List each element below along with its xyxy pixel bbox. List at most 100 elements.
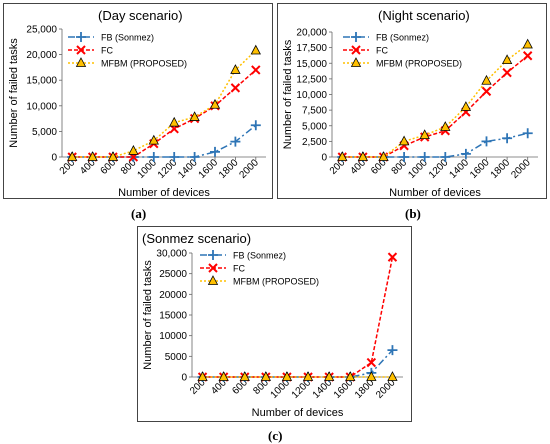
chart-title: (Sonmez scenario)	[142, 231, 251, 246]
subfigure-label-b: (b)	[405, 206, 421, 221]
legend-label: FB (Sonmez)	[376, 33, 429, 43]
chart-day-scenario: (Day scenario) 0 5,000 10,000 15,000 20,000 25…	[8, 8, 266, 199]
legend-label: FC	[101, 46, 113, 56]
x-axis-label: Number of devices	[389, 187, 481, 199]
data-point	[522, 38, 533, 49]
series-line	[72, 69, 257, 158]
data-point	[481, 136, 492, 147]
data-point	[128, 145, 139, 155]
data-point	[481, 74, 492, 85]
x-axis-label: Number of devices	[118, 187, 210, 199]
data-point	[250, 120, 261, 131]
series-line	[342, 55, 529, 158]
data-point	[502, 67, 512, 78]
data-point	[251, 65, 261, 75]
data-point	[218, 371, 229, 381]
series-0	[67, 120, 261, 162]
data-point	[460, 148, 471, 159]
data-point	[502, 133, 513, 144]
series-line	[72, 124, 257, 158]
data-point	[169, 116, 180, 127]
x-tick-label: 1200	[156, 157, 180, 181]
data-point	[250, 44, 261, 55]
y-tick-label: 10000	[159, 331, 187, 342]
data-point	[281, 371, 293, 381]
subfigure-label-c: (c)	[268, 428, 283, 443]
data-point	[169, 152, 180, 162]
series-0	[337, 128, 533, 162]
x-tick-label: 1200	[427, 157, 451, 181]
data-point	[419, 129, 430, 140]
series-line	[72, 49, 257, 158]
legend-marker	[208, 263, 218, 273]
data-point	[522, 51, 533, 61]
series-line	[202, 256, 394, 378]
chart-title: (Day scenario)	[98, 8, 183, 23]
data-point	[387, 252, 398, 262]
y-tick-label: 20,000	[296, 28, 327, 39]
legend-label: MFBM (PROPOSED)	[376, 59, 462, 69]
series-1	[197, 252, 398, 382]
series-2	[337, 38, 533, 161]
series-line	[342, 132, 528, 158]
legend-label: MFBM (PROPOSED)	[101, 59, 187, 69]
y-tick-label: 25000	[159, 269, 187, 280]
x-tick-label: 1000	[135, 157, 159, 181]
legend-label: FC	[376, 46, 388, 56]
x-axis-label: Number of devices	[252, 407, 344, 419]
data-point	[440, 152, 451, 162]
data-point	[398, 135, 410, 146]
x-tick-label: 1600	[468, 157, 492, 181]
y-tick-label: 10,000	[26, 101, 57, 112]
data-point	[189, 152, 200, 162]
chart-panel-sonmez: (Sonmez scenario) 0 5000 10000 15000 20000 250…	[137, 226, 412, 422]
x-tick-label: 2000	[237, 157, 261, 181]
legend-marker	[351, 45, 361, 55]
data-point	[210, 146, 220, 157]
y-tick-label: 10,000	[296, 90, 327, 101]
legend-marker	[350, 57, 362, 67]
series-line	[202, 349, 393, 378]
y-tick-label: 25,000	[26, 25, 57, 36]
data-point	[501, 54, 513, 65]
data-point	[387, 371, 398, 381]
y-tick-label: 7,500	[302, 106, 327, 117]
y-tick-label: 17,500	[296, 43, 327, 54]
data-point	[399, 152, 410, 162]
chart-panel-day: (Day scenario) 0 5,000 10,000 15,000 20,000 25…	[3, 3, 273, 199]
legend-label: FC	[233, 264, 245, 274]
x-tick-label: 1000	[406, 157, 430, 181]
x-tick-label: 1600	[197, 157, 221, 181]
series-2	[197, 371, 398, 381]
y-tick-label: 0	[321, 153, 327, 164]
y-tick-label: 5,000	[302, 121, 327, 132]
legend-label: MFBM (PROPOSED)	[233, 277, 319, 287]
legend-marker	[351, 32, 361, 42]
x-tick-label: 1400	[176, 157, 200, 181]
legend-marker	[208, 250, 218, 260]
data-point	[357, 151, 369, 161]
y-tick-label: 5,000	[32, 127, 57, 138]
x-tick-label: 1400	[448, 157, 472, 181]
data-point	[107, 151, 119, 161]
legend-marker	[75, 57, 87, 67]
y-tick-label: 12,500	[296, 74, 327, 85]
data-point	[148, 152, 159, 162]
legend-marker	[76, 32, 86, 42]
data-point	[87, 151, 98, 161]
y-tick-label: 0	[181, 373, 187, 384]
data-point	[230, 64, 241, 74]
legend-label: FB (Sonmez)	[233, 251, 286, 261]
data-point	[197, 371, 208, 381]
y-tick-label: 5000	[165, 352, 188, 363]
data-point	[148, 134, 159, 145]
y-tick-label: 0	[51, 153, 57, 164]
data-point	[345, 371, 356, 381]
series-2	[67, 44, 261, 161]
data-point	[337, 151, 348, 161]
chart-night-scenario: (Night scenario) 0 2,500 5,000 7,500 10,000 12…	[282, 8, 538, 199]
data-point	[522, 128, 533, 139]
legend-marker	[76, 45, 86, 55]
y-axis-label: Number of failed tasks	[142, 260, 154, 370]
data-point	[378, 151, 389, 161]
